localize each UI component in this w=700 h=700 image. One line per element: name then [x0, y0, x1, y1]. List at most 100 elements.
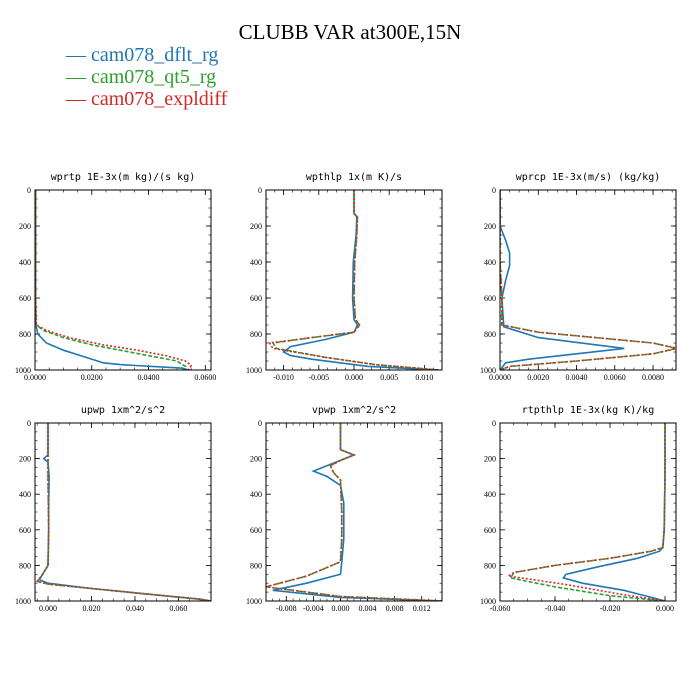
x-tick-label: 0.0080 [642, 373, 664, 382]
x-tick-label: 0.000 [656, 604, 674, 613]
x-tick-label: 0.0040 [566, 373, 588, 382]
series-line [35, 190, 189, 370]
x-tick-label: 0.0400 [138, 373, 160, 382]
y-tick-label: 200 [484, 222, 496, 231]
legend-swatch: — [66, 88, 91, 110]
y-tick-label: 600 [484, 526, 496, 535]
y-tick-label: 1000 [15, 597, 31, 606]
panel-title: wpthlp 1x(m K)/s [306, 172, 402, 183]
series-line [266, 423, 442, 601]
series-line [35, 423, 211, 601]
y-tick-label: 600 [250, 294, 262, 303]
x-tick-label: 0.000 [345, 373, 363, 382]
x-tick-label: -0.020 [600, 604, 621, 613]
profile-panel: wprcp 1E-3x(m/s) (kg/kg) 0.0000 0.0020 0.00… [480, 172, 677, 382]
legend-item-expldiff: — cam078_expldiff [66, 88, 227, 110]
y-tick-label: 800 [250, 330, 262, 339]
panel-frame [499, 422, 677, 602]
y-tick-label: 600 [19, 526, 31, 535]
profile-panel: wprtp 1E-3x(m kg)/(s kg) 0.0000 0.0200 0.04… [15, 172, 216, 382]
panel-title: vpwp 1xm^2/s^2 [312, 405, 396, 416]
x-tick-label: 0.0020 [527, 373, 549, 382]
y-tick-label: 400 [19, 258, 31, 267]
x-tick-label: 0.0000 [24, 373, 46, 382]
series-line [35, 190, 193, 370]
series-line [38, 423, 211, 601]
panel-frame [34, 189, 212, 371]
x-tick-label: 0.0060 [604, 373, 626, 382]
panel-frame [499, 189, 677, 371]
y-tick-label: 200 [19, 222, 31, 231]
y-tick-label: 400 [484, 490, 496, 499]
legend: — cam078_dflt_rg — cam078_qt5_rg — cam07… [66, 44, 227, 110]
panel-title: wprcp 1E-3x(m/s) (kg/kg) [516, 172, 661, 183]
y-tick-label: 600 [250, 526, 262, 535]
panel-frame [265, 189, 443, 371]
y-tick-label: 0 [258, 419, 262, 428]
series-line [35, 190, 187, 370]
x-tick-label: -0.004 [303, 604, 324, 613]
x-tick-label: -0.008 [276, 604, 297, 613]
series-line [272, 423, 442, 601]
profile-panel: rtpthlp 1E-3x(kg K)/kg -0.060 -0.040 -0.020… [480, 405, 677, 613]
panel-frame [34, 422, 212, 602]
x-tick-label: 0.040 [126, 604, 144, 613]
legend-item-dflt: — cam078_dflt_rg [66, 44, 227, 66]
x-tick-label: 0.060 [169, 604, 187, 613]
series-line [500, 190, 625, 370]
x-tick-label: -0.060 [490, 604, 511, 613]
y-tick-label: 600 [484, 294, 496, 303]
x-tick-label: 0.000 [331, 604, 349, 613]
y-tick-label: 200 [250, 455, 262, 464]
profile-panel: upwp 1xm^2/s^2 0.000 0.020 0.040 0.060 0 200 40… [15, 405, 212, 613]
y-tick-label: 800 [19, 561, 31, 570]
y-tick-label: 800 [19, 330, 31, 339]
profile-panel: vpwp 1xm^2/s^2 -0.008 -0.004 0.000 0.004 0.00… [246, 405, 443, 613]
figure-title: CLUBB VAR at300E,15N [238, 20, 462, 44]
x-tick-label: 0.0200 [81, 373, 103, 382]
x-tick-label: 0.010 [415, 373, 433, 382]
panel-title: rtpthlp 1E-3x(kg K)/kg [522, 405, 654, 416]
panel-frame [265, 422, 443, 602]
y-tick-label: 200 [250, 222, 262, 231]
series-line [282, 190, 439, 370]
y-tick-label: 1000 [15, 366, 31, 375]
x-tick-label: -0.040 [545, 604, 566, 613]
y-tick-label: 0 [492, 419, 496, 428]
series-line [35, 423, 211, 601]
y-tick-label: 0 [258, 186, 262, 195]
series-line [500, 190, 676, 370]
x-tick-label: -0.010 [273, 373, 294, 382]
series-line [500, 190, 676, 370]
x-tick-label: 0.004 [359, 604, 377, 613]
y-tick-label: 800 [484, 561, 496, 570]
series-line [509, 423, 666, 601]
y-tick-label: 800 [250, 561, 262, 570]
y-tick-label: 0 [27, 186, 31, 195]
series-line [266, 423, 442, 601]
x-tick-label: 0.012 [413, 604, 431, 613]
panel-title: upwp 1xm^2/s^2 [81, 405, 165, 416]
legend-label: cam078_expldiff [91, 88, 228, 110]
y-tick-label: 1000 [480, 597, 496, 606]
y-tick-label: 400 [19, 490, 31, 499]
x-tick-label: 0.008 [386, 604, 404, 613]
legend-label: cam078_dflt_rg [91, 44, 219, 66]
x-tick-label: 0.005 [380, 373, 398, 382]
y-tick-label: 200 [19, 455, 31, 464]
y-tick-label: 800 [484, 330, 496, 339]
y-tick-label: 1000 [246, 366, 262, 375]
legend-swatch: — [66, 66, 91, 88]
y-tick-label: 600 [19, 294, 31, 303]
y-tick-label: 0 [27, 419, 31, 428]
y-tick-label: 1000 [480, 366, 496, 375]
y-tick-label: 400 [250, 490, 262, 499]
series-line [271, 190, 439, 370]
legend-swatch: — [66, 44, 91, 66]
profile-panel: wpthlp 1x(m K)/s -0.010 -0.005 0.000 0.005 0.… [246, 172, 443, 382]
y-tick-label: 1000 [246, 597, 262, 606]
y-tick-label: 400 [484, 258, 496, 267]
legend-item-qt5: — cam078_qt5_rg [66, 66, 227, 88]
x-tick-label: 0.0000 [489, 373, 511, 382]
